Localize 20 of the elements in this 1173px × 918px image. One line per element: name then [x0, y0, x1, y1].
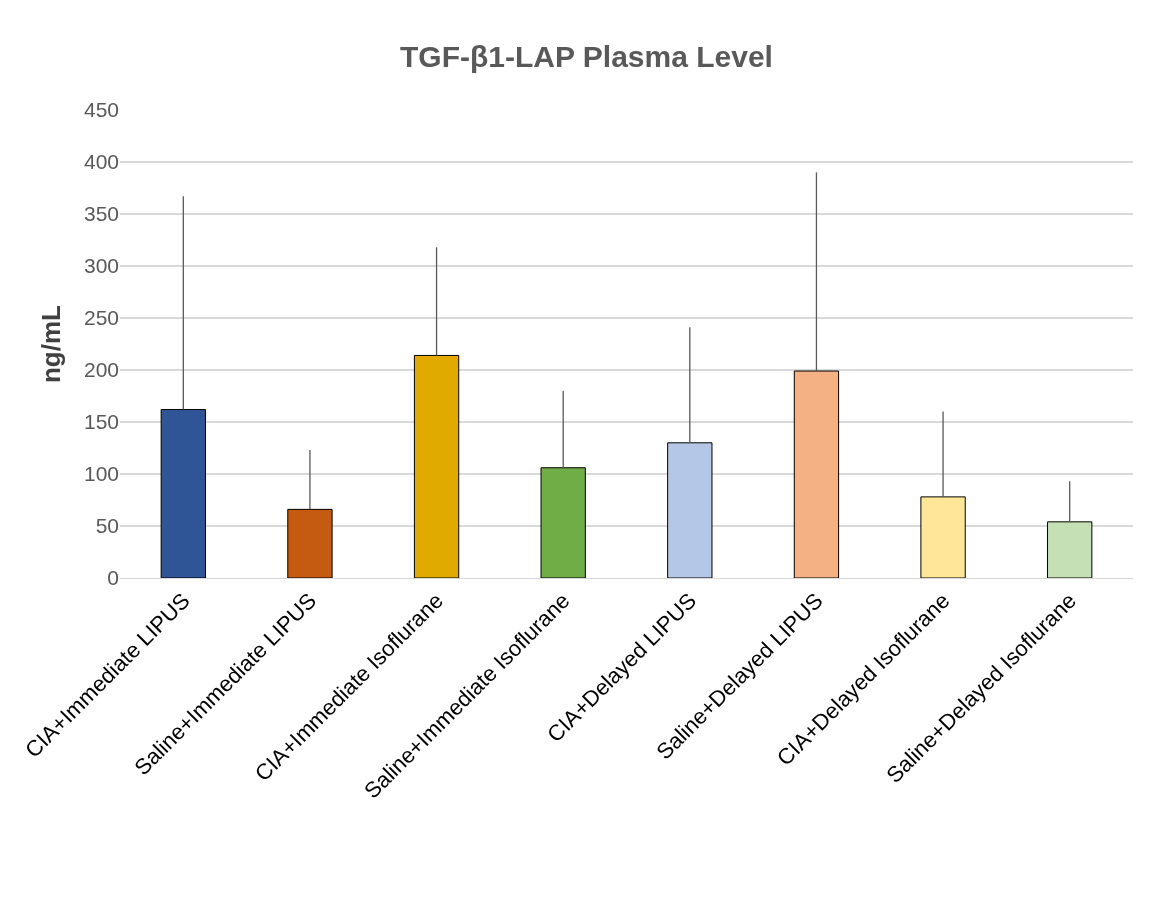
bar: [287, 508, 333, 578]
y-tick-label: 400: [83, 150, 119, 174]
y-tick-label: 50: [95, 514, 119, 538]
chart-title: TGF-β1-LAP Plasma Level: [400, 39, 773, 73]
bar: [920, 496, 966, 578]
y-tick-label: 350: [83, 202, 119, 226]
y-tick-label: 200: [83, 358, 119, 382]
y-tick-label: 250: [83, 306, 119, 330]
bar: [540, 467, 586, 578]
y-tick-label: 0: [107, 566, 119, 590]
bar: [1047, 521, 1093, 578]
bar: [667, 442, 713, 578]
y-axis-title: ng/mL: [36, 304, 67, 383]
bar: [793, 370, 840, 578]
bar: [413, 354, 460, 578]
y-tick-label: 100: [83, 462, 119, 486]
y-tick-label: 300: [83, 254, 119, 278]
bar: [160, 409, 206, 578]
y-tick-label: 150: [83, 410, 119, 434]
y-tick-label: 450: [83, 98, 119, 122]
